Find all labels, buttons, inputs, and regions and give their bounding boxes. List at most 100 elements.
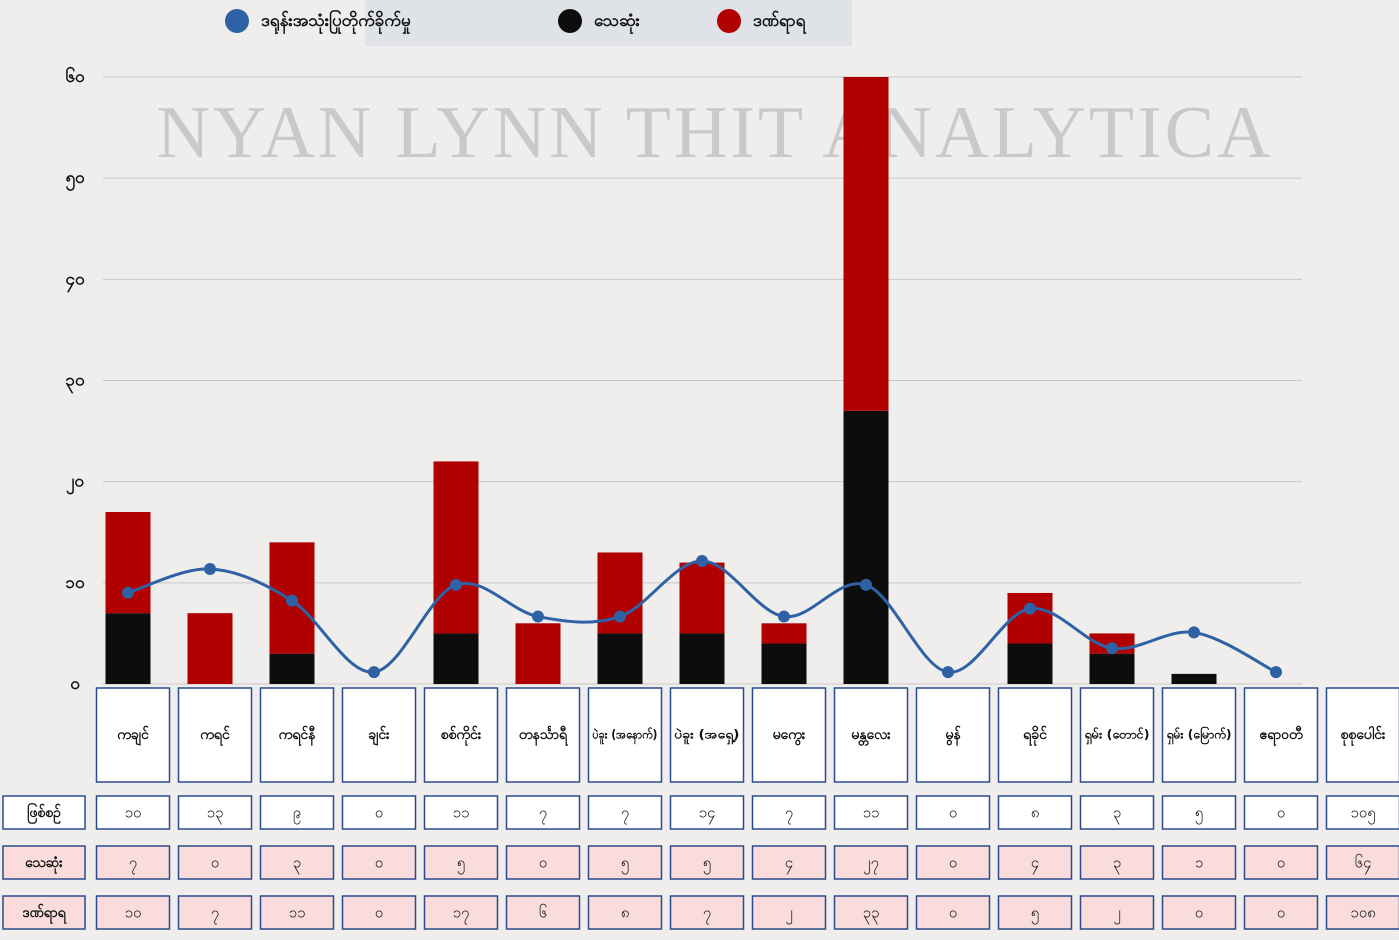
legend-band bbox=[365, 0, 852, 46]
header-cell bbox=[505, 687, 581, 783]
header-cell bbox=[915, 687, 991, 783]
table-value: ၅ bbox=[457, 854, 465, 875]
table-value: ၈ bbox=[1031, 804, 1040, 822]
bar bbox=[105, 613, 151, 684]
table-value: ၅ bbox=[621, 854, 629, 875]
table-value: ၀ bbox=[1277, 904, 1285, 922]
table-cell bbox=[751, 795, 827, 830]
row-label: သေဆုံး bbox=[25, 855, 63, 874]
table-cell bbox=[1325, 895, 1399, 930]
table-value: ၆၄ bbox=[1355, 854, 1372, 875]
header-label: မန္တလေး bbox=[851, 727, 891, 746]
y-tick-label: ၄၀ bbox=[65, 269, 85, 293]
line-point bbox=[1106, 642, 1118, 655]
header-label: စစ်ကိုင်း bbox=[441, 726, 482, 746]
table-value: ၀ bbox=[949, 904, 957, 922]
header-cell bbox=[833, 687, 909, 783]
table-cell bbox=[1325, 845, 1399, 880]
table-cell bbox=[259, 795, 335, 830]
header-label: မကွေး bbox=[773, 727, 806, 746]
header-cell bbox=[997, 687, 1073, 783]
header-cell bbox=[1161, 687, 1237, 783]
table-value: ၇ bbox=[539, 804, 547, 825]
table-value: ၁၀၅ bbox=[1350, 804, 1375, 825]
header-cell bbox=[423, 687, 499, 783]
header-label: ဧရာဝတီ bbox=[1259, 726, 1304, 746]
table-cell bbox=[915, 795, 991, 830]
table-cell bbox=[587, 795, 663, 830]
y-tick-label: ၅၀ bbox=[65, 168, 85, 192]
header-label: စုစုပေါင်း bbox=[1340, 726, 1386, 746]
table-value: ၄ bbox=[1031, 854, 1039, 875]
table-cell bbox=[915, 895, 991, 930]
table-cell bbox=[1161, 795, 1237, 830]
table-value: ၅ bbox=[1031, 904, 1039, 925]
table-value: ၀ bbox=[211, 854, 219, 872]
line-point bbox=[1024, 602, 1036, 615]
table-cell bbox=[423, 795, 499, 830]
line-point bbox=[778, 610, 790, 623]
bar bbox=[761, 643, 807, 684]
line-point bbox=[532, 610, 544, 623]
table-value: ၇ bbox=[703, 904, 711, 925]
line-point bbox=[696, 555, 708, 568]
bar bbox=[597, 633, 643, 684]
table-cell bbox=[751, 895, 827, 930]
y-tick-label: ၁၀ bbox=[65, 573, 85, 593]
table-value: ၇ bbox=[621, 804, 629, 825]
table-value: ၀ bbox=[375, 904, 383, 922]
table-value: ၆ bbox=[539, 904, 547, 922]
header-label: ချင်း bbox=[368, 726, 390, 745]
legend-swatch bbox=[558, 9, 582, 33]
table-cell bbox=[341, 845, 417, 880]
table-cell bbox=[1243, 845, 1319, 880]
table-cell bbox=[177, 845, 253, 880]
table-cell bbox=[751, 845, 827, 880]
table-cell bbox=[587, 895, 663, 930]
y-tick-label: ၂၀ bbox=[66, 472, 84, 496]
table-cell bbox=[341, 895, 417, 930]
table-cell bbox=[997, 845, 1073, 880]
table-cell bbox=[997, 795, 1073, 830]
table-value: ၀ bbox=[1195, 904, 1203, 922]
table-cell bbox=[669, 895, 745, 930]
table-value: ၁၀ bbox=[125, 804, 142, 822]
table-cell bbox=[669, 845, 745, 880]
header-cell bbox=[341, 687, 417, 783]
table-value: ၀ bbox=[949, 854, 957, 872]
table-value: ၁ bbox=[1195, 854, 1203, 872]
header-label: မွန် bbox=[945, 726, 961, 746]
table-cell bbox=[587, 845, 663, 880]
table-value: ၃ bbox=[1113, 804, 1121, 825]
table-cell bbox=[423, 895, 499, 930]
line-point bbox=[860, 578, 872, 591]
table-cell bbox=[505, 795, 581, 830]
table-cell bbox=[95, 845, 171, 880]
header-cell bbox=[751, 687, 827, 783]
y-tick-label: ၀ bbox=[70, 674, 80, 694]
header-cell bbox=[587, 687, 663, 783]
bar bbox=[843, 410, 889, 684]
table-cell bbox=[1161, 845, 1237, 880]
table-cell bbox=[177, 895, 253, 930]
table-cell bbox=[669, 795, 745, 830]
line-point bbox=[286, 594, 298, 607]
table-value: ၄ bbox=[785, 854, 793, 875]
header-cell bbox=[177, 687, 253, 783]
table-value: ၇ bbox=[211, 904, 219, 925]
table-value: ၉ bbox=[293, 804, 301, 825]
table-value: ၁၃ bbox=[207, 804, 224, 825]
table-value: ၃၃ bbox=[863, 904, 880, 925]
table-value: ၅ bbox=[1195, 804, 1203, 825]
table-cell bbox=[915, 845, 991, 880]
table-cell bbox=[1243, 795, 1319, 830]
line-point bbox=[122, 586, 134, 599]
table-value: ၀ bbox=[1277, 804, 1285, 822]
row-label: ဒဏ်ရာရ bbox=[22, 904, 67, 924]
bar bbox=[843, 77, 889, 411]
table-value: ၃ bbox=[293, 854, 301, 875]
table-value: ၁၀ bbox=[125, 904, 142, 922]
table-cell bbox=[95, 895, 171, 930]
line-point bbox=[1270, 666, 1282, 679]
